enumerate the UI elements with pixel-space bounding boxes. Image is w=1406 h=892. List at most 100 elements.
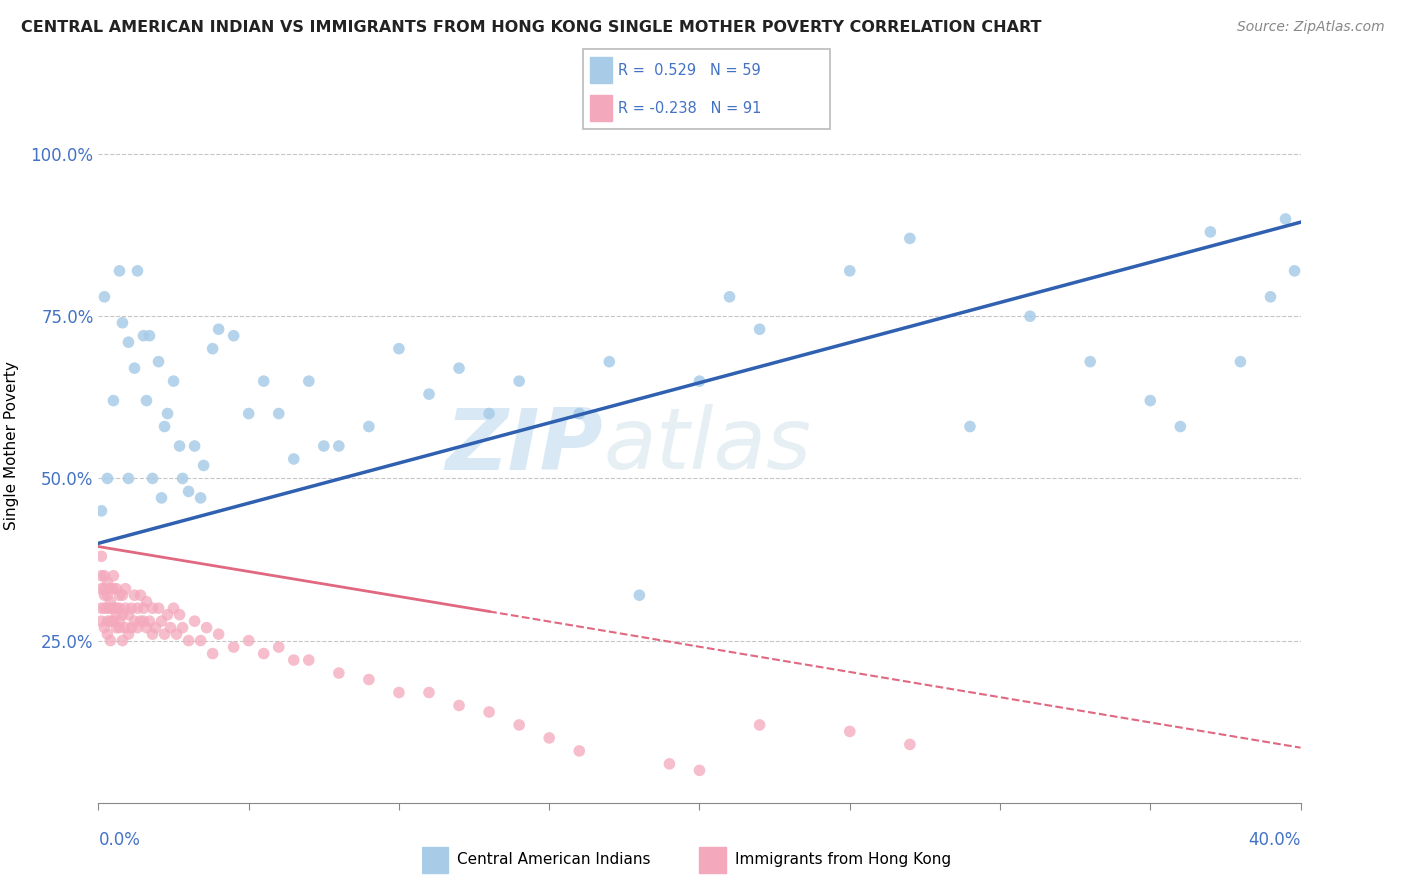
Point — [508, 374, 530, 388]
Point — [267, 640, 290, 654]
Text: CENTRAL AMERICAN INDIAN VS IMMIGRANTS FROM HONG KONG SINGLE MOTHER POVERTY CORRE: CENTRAL AMERICAN INDIAN VS IMMIGRANTS FR… — [21, 20, 1042, 35]
Point — [105, 621, 128, 635]
Point — [1170, 419, 1192, 434]
Point — [193, 458, 215, 473]
Point — [169, 439, 191, 453]
Point — [132, 601, 155, 615]
Point — [183, 614, 205, 628]
Point — [418, 685, 440, 699]
Point — [177, 484, 200, 499]
Point — [132, 614, 155, 628]
Point — [135, 621, 157, 635]
Point — [388, 685, 411, 699]
Point — [1274, 211, 1296, 226]
Point — [96, 471, 118, 485]
Point — [103, 582, 125, 596]
Point — [195, 621, 218, 635]
Point — [267, 407, 290, 421]
Point — [114, 582, 136, 596]
Point — [96, 614, 118, 628]
Point — [111, 607, 134, 622]
Point — [598, 354, 620, 368]
Text: 0.0%: 0.0% — [98, 831, 141, 849]
Point — [162, 601, 184, 615]
Point — [162, 374, 184, 388]
Point — [100, 582, 122, 596]
Point — [100, 595, 122, 609]
Point — [114, 601, 136, 615]
Bar — [589, 57, 612, 83]
Point — [898, 231, 921, 245]
Text: R =  0.529   N = 59: R = 0.529 N = 59 — [619, 62, 761, 78]
Point — [127, 601, 149, 615]
Point — [93, 582, 115, 596]
Point — [141, 471, 163, 485]
Point — [96, 588, 118, 602]
Point — [478, 705, 501, 719]
Point — [150, 491, 173, 505]
Point — [177, 633, 200, 648]
Point — [150, 614, 173, 628]
Point — [201, 342, 224, 356]
Point — [718, 290, 741, 304]
Point — [418, 387, 440, 401]
Point — [148, 601, 170, 615]
Text: 40.0%: 40.0% — [1249, 831, 1301, 849]
Point — [90, 582, 112, 596]
Point — [96, 575, 118, 590]
Point — [1284, 264, 1306, 278]
Text: Central American Indians: Central American Indians — [457, 853, 651, 867]
Point — [238, 407, 260, 421]
Point — [156, 607, 179, 622]
Point — [628, 588, 651, 602]
Point — [298, 653, 321, 667]
Point — [100, 614, 122, 628]
Point — [328, 666, 350, 681]
Point — [90, 504, 112, 518]
Point — [222, 328, 245, 343]
Point — [93, 588, 115, 602]
Point — [688, 374, 710, 388]
Point — [508, 718, 530, 732]
FancyBboxPatch shape — [583, 49, 830, 129]
Point — [138, 328, 160, 343]
Point — [105, 601, 128, 615]
Point — [447, 698, 470, 713]
Point — [93, 621, 115, 635]
Point — [103, 601, 125, 615]
Point — [121, 601, 143, 615]
Point — [388, 342, 411, 356]
Point — [108, 621, 131, 635]
Text: Source: ZipAtlas.com: Source: ZipAtlas.com — [1237, 20, 1385, 34]
Point — [90, 568, 112, 582]
Point — [1260, 290, 1282, 304]
Point — [103, 568, 125, 582]
Point — [135, 595, 157, 609]
Point — [93, 601, 115, 615]
Y-axis label: Single Mother Poverty: Single Mother Poverty — [4, 361, 20, 531]
Point — [183, 439, 205, 453]
Point — [190, 633, 212, 648]
Point — [148, 354, 170, 368]
Point — [208, 322, 231, 336]
Point — [117, 607, 139, 622]
Point — [166, 627, 188, 641]
Point — [253, 374, 276, 388]
Point — [127, 621, 149, 635]
Point — [283, 452, 305, 467]
Point — [103, 393, 125, 408]
Point — [688, 764, 710, 778]
Point — [748, 322, 770, 336]
Point — [117, 627, 139, 641]
Point — [93, 290, 115, 304]
Point — [90, 549, 112, 564]
Bar — [699, 847, 725, 873]
Point — [93, 568, 115, 582]
Point — [159, 621, 181, 635]
Point — [238, 633, 260, 648]
Point — [538, 731, 561, 745]
Point — [222, 640, 245, 654]
Point — [90, 601, 112, 615]
Point — [129, 614, 152, 628]
Point — [114, 621, 136, 635]
